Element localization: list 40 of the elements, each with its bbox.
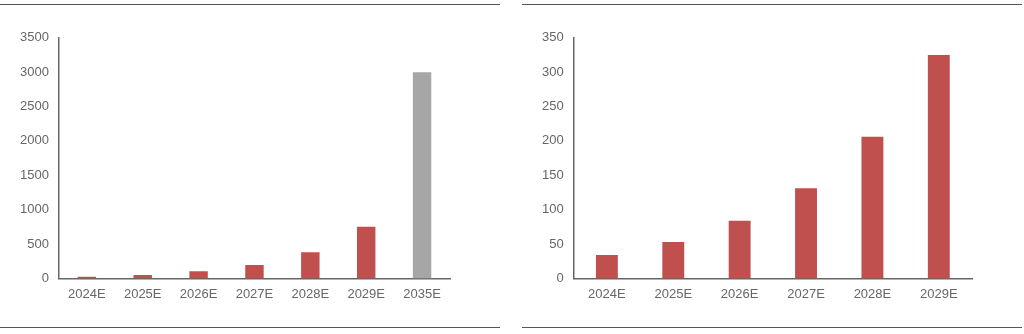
bar xyxy=(861,136,884,279)
x-tick-label: 2026E xyxy=(720,285,759,301)
x-tick-label: 2029E xyxy=(347,285,386,301)
x-tick-label: 2025E xyxy=(654,285,693,301)
y-tick-label: 0 xyxy=(556,269,564,285)
y-tick-label: 150 xyxy=(541,166,564,182)
x-tick-label: 2027E xyxy=(787,285,826,301)
bar xyxy=(245,265,264,279)
y-tick-label: 200 xyxy=(541,132,564,148)
y-tick-label: 500 xyxy=(27,235,49,251)
y-tick-label: 0 xyxy=(41,269,49,285)
x-tick-label: 2026E xyxy=(179,285,218,301)
x-tick-label: 2024E xyxy=(68,285,106,301)
x-tick-label: 2027E xyxy=(235,285,274,301)
y-tick-label: 1000 xyxy=(20,201,49,217)
bar xyxy=(927,54,950,279)
y-tick-label: 3500 xyxy=(20,29,49,45)
y-tick-label: 1500 xyxy=(20,166,49,182)
y-tick-label: 100 xyxy=(541,201,564,217)
x-tick-label: 2028E xyxy=(291,285,330,301)
y-tick-label: 350 xyxy=(541,29,564,45)
bar xyxy=(795,188,817,279)
x-tick-label: 2028E xyxy=(853,285,892,301)
y-tick-label: 300 xyxy=(541,63,564,79)
x-tick-label: 2035E xyxy=(403,285,442,301)
x-tick-label: 2029E xyxy=(920,285,958,301)
bar xyxy=(662,241,685,279)
bar xyxy=(189,271,208,279)
bar xyxy=(595,255,618,279)
bar xyxy=(412,72,432,279)
bar xyxy=(301,252,320,279)
x-tick-label: 2025E xyxy=(123,285,162,301)
x-tick-label: 2024E xyxy=(588,285,627,301)
y-tick-label: 50 xyxy=(549,235,564,251)
bar xyxy=(356,226,376,279)
y-tick-label: 2500 xyxy=(20,98,49,114)
bar xyxy=(728,220,751,279)
y-tick-label: 250 xyxy=(541,98,564,114)
y-tick-label: 2000 xyxy=(20,132,49,148)
y-tick-label: 3000 xyxy=(20,63,49,79)
